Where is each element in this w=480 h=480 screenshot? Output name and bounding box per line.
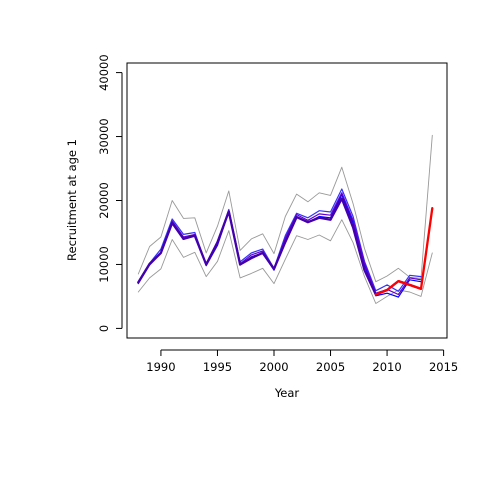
y-tick-label-0: 0 <box>97 325 111 332</box>
x-tick-label-1995: 1995 <box>203 360 232 374</box>
x-axis-label: Year <box>274 386 300 400</box>
x-axis: 1990 1995 2000 2005 2010 2015 <box>146 349 458 374</box>
y-tick-label-20000: 20000 <box>97 182 111 219</box>
x-tick-label-2015: 2015 <box>429 360 458 374</box>
series-line-7 <box>374 207 434 296</box>
series-line-3 <box>137 188 422 292</box>
series-line-6 <box>137 197 423 296</box>
y-tick-label-10000: 10000 <box>97 246 111 283</box>
x-tick-label-2010: 2010 <box>372 360 401 374</box>
plot-frame <box>126 62 448 339</box>
x-tick-label-2005: 2005 <box>316 360 345 374</box>
series-line-2 <box>137 219 433 304</box>
x-tick-label-2000: 2000 <box>259 360 288 374</box>
y-tick-label-40000: 40000 <box>97 54 111 91</box>
x-tick-label-1990: 1990 <box>146 360 175 374</box>
y-axis: 0 10000 20000 30000 40000 <box>97 54 123 332</box>
series-line-1 <box>137 134 433 283</box>
y-tick-label-30000: 30000 <box>97 118 111 155</box>
series-layer <box>137 134 434 304</box>
y-axis-label: Recruitment at age 1 <box>65 139 79 261</box>
